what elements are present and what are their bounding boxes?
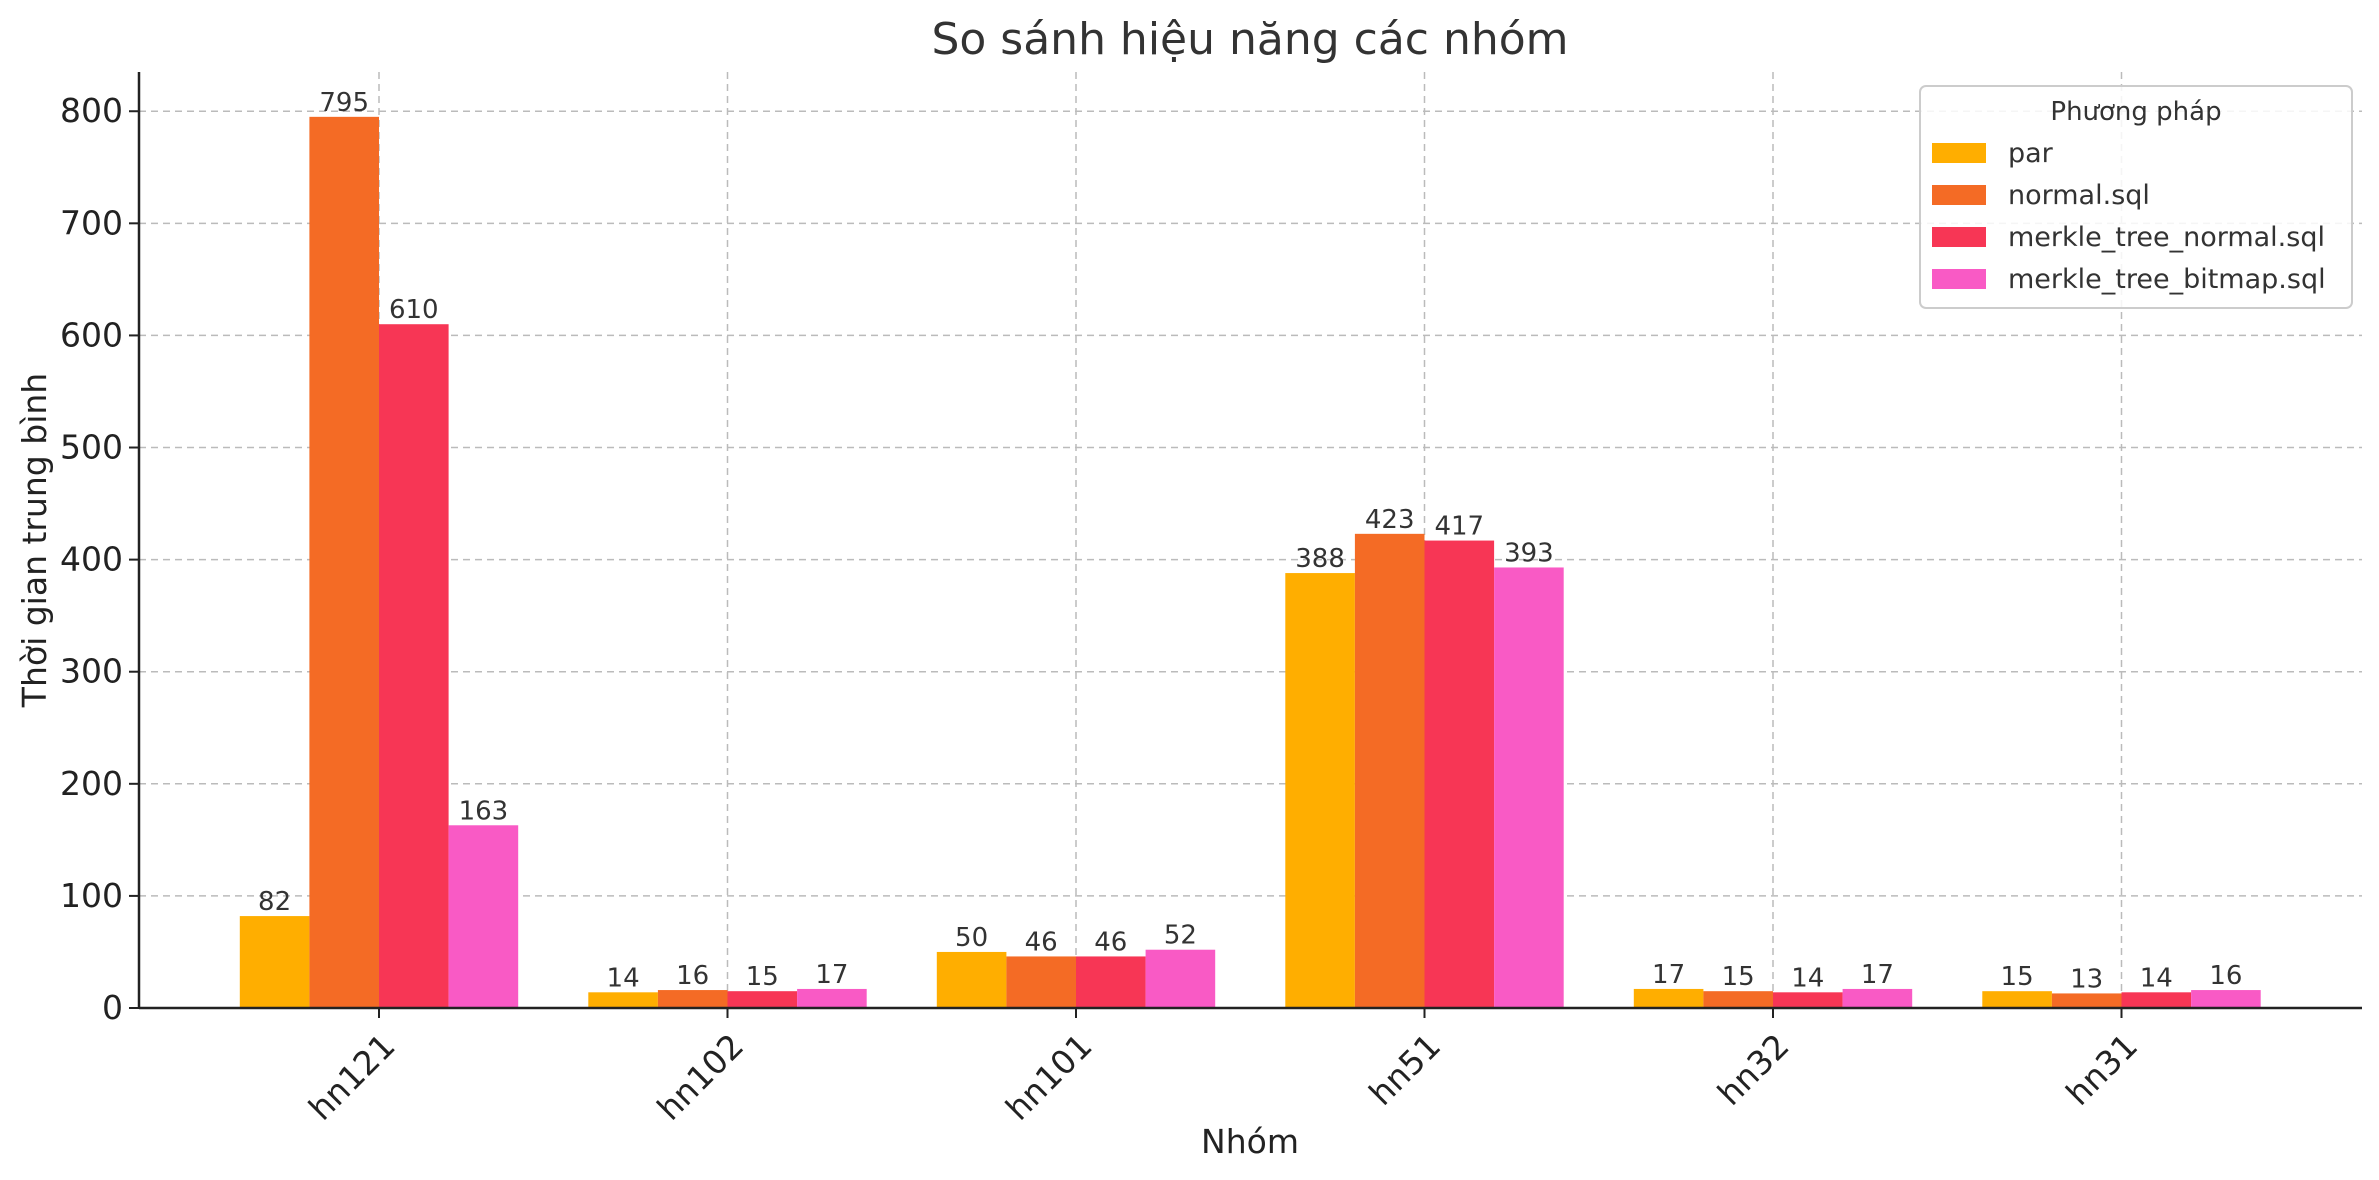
data-label: 163 [459, 796, 509, 826]
legend-title: Phương pháp [2050, 97, 2221, 127]
x-tick-label: hn102 [649, 1026, 751, 1128]
x-tick-label: hn121 [301, 1026, 403, 1128]
bar-normal-sql [309, 116, 379, 1009]
y-tick-label: 600 [60, 315, 123, 354]
bar-merkle-tree-bitmap-sql [1145, 949, 1216, 1008]
y-tick-label: 200 [60, 764, 123, 803]
data-label: 46 [1025, 927, 1058, 957]
data-label: 13 [2070, 964, 2103, 994]
bar-merkle-tree-bitmap-sql [448, 825, 519, 1008]
data-label: 610 [389, 295, 439, 325]
y-tick-label: 700 [60, 203, 123, 242]
y-tick-label: 800 [60, 91, 123, 130]
data-label: 423 [1365, 505, 1415, 535]
legend-label: merkle_tree_bitmap.sql [2008, 264, 2326, 295]
bar-merkle-tree-normal-sql [1773, 992, 1843, 1008]
bar-par [1285, 573, 1355, 1008]
data-label: 82 [258, 887, 291, 917]
bar-merkle-tree-normal-sql [379, 324, 449, 1008]
legend-swatch [1932, 227, 1986, 247]
data-label: 15 [746, 962, 779, 992]
data-label: 46 [1094, 927, 1127, 957]
x-tick-label: hn51 [1361, 1026, 1448, 1113]
bar-normal-sql [2051, 993, 2122, 1008]
legend-label: merkle_tree_normal.sql [2008, 222, 2325, 253]
data-label: 15 [1722, 962, 1755, 992]
bar-merkle-tree-bitmap-sql [1842, 988, 1913, 1008]
bar-merkle-tree-normal-sql [2121, 992, 2192, 1008]
data-label: 14 [2140, 963, 2173, 993]
legend-label: normal.sql [2008, 180, 2150, 211]
bar-par [936, 951, 1007, 1008]
bar-merkle-tree-normal-sql [1076, 956, 1146, 1008]
x-tick-label: hn101 [998, 1026, 1100, 1128]
bar-par [1633, 988, 1704, 1008]
data-label: 16 [676, 961, 709, 991]
data-label: 417 [1434, 512, 1484, 542]
y-tick-label: 300 [60, 652, 123, 691]
y-tick-label: 400 [60, 540, 123, 579]
data-label: 52 [1164, 921, 1197, 951]
x-tick-label: hn32 [1710, 1026, 1797, 1113]
data-label: 17 [815, 960, 848, 990]
legend-box [1919, 85, 2353, 309]
data-labels: 82 14 50 388 17 15 795 16 46 423 15 13 610 15 46 417 14 1… [258, 88, 2242, 995]
bar-merkle-tree-bitmap-sql [2191, 990, 2261, 1008]
data-label: 393 [1504, 538, 1554, 568]
data-label: 795 [319, 88, 369, 118]
legend: Phương pháp par normal.sql merkle_tree_norm… [1919, 85, 2353, 309]
bars [239, 116, 2261, 1009]
data-label: 15 [2001, 962, 2034, 992]
data-label: 50 [955, 923, 988, 953]
bar-merkle-tree-normal-sql [727, 991, 798, 1008]
axes [137, 72, 2362, 1010]
bar-merkle-tree-bitmap-sql [1494, 567, 1564, 1008]
x-axis-ticks: hn121 hn102 hn101 hn51 hn32 hn31 [301, 1008, 2145, 1128]
bar-par [239, 916, 310, 1008]
data-label: 14 [1791, 963, 1824, 993]
legend-swatch [1932, 269, 1986, 289]
x-tick-label: hn31 [2058, 1026, 2145, 1113]
bar-normal-sql [1006, 956, 1076, 1008]
data-label: 17 [1861, 960, 1894, 990]
bar-par [1982, 991, 2052, 1008]
bar-merkle-tree-bitmap-sql [797, 988, 867, 1008]
bar-par [588, 992, 658, 1008]
y-tick-label: 0 [102, 988, 123, 1027]
legend-swatch [1932, 185, 1986, 205]
data-label: 17 [1652, 960, 1685, 990]
chart-title: So sánh hiệu năng các nhóm [931, 14, 1568, 65]
data-label: 388 [1295, 544, 1345, 574]
y-axis-label: Thời gian trung bình [15, 373, 54, 708]
legend-label: par [2008, 138, 2054, 169]
data-label: 14 [607, 963, 640, 993]
y-tick-label: 100 [60, 876, 123, 915]
data-label: 16 [2209, 961, 2242, 991]
bar-merkle-tree-normal-sql [1424, 540, 1495, 1008]
x-axis-label: Nhóm [1201, 1122, 1299, 1161]
bar-normal-sql [1703, 991, 1773, 1008]
bar-normal-sql [657, 990, 728, 1008]
y-tick-label: 500 [60, 428, 123, 467]
y-axis-ticks: 0 100 200 300 400 500 600 700 800 [60, 91, 139, 1027]
bar-normal-sql [1354, 533, 1425, 1008]
legend-swatch [1932, 143, 1986, 163]
